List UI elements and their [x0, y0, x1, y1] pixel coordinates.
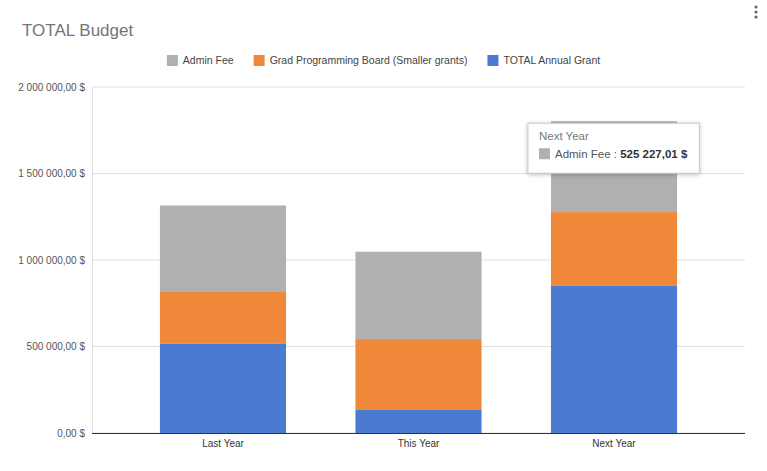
y-tick-label: 500 000,00 $	[27, 341, 86, 352]
bar	[160, 344, 286, 433]
y-axis: 0,00 $ 500 000,00 $ 1 000 000,00 $ 1 500 00…	[18, 82, 92, 439]
legend: Admin Fee Grad Programming Board (Smaller…	[167, 54, 600, 66]
menu-dot	[754, 15, 757, 18]
grid	[92, 87, 745, 433]
tooltip-title: Next Year	[539, 130, 589, 142]
y-tick-label: 1 000 000,00 $	[18, 255, 85, 266]
tooltip: Next Year Admin Fee : 525 227,01 $	[528, 123, 699, 173]
bar	[551, 212, 677, 286]
legend-label: Grad Programming Board (Smaller grants)	[270, 54, 468, 66]
tooltip-box	[528, 123, 699, 173]
x-tick: Last Year	[202, 433, 244, 449]
tooltip-value: Admin Fee : 525 227,01 $	[555, 148, 688, 160]
y-tick: 1 500 000,00 $	[18, 168, 92, 179]
y-tick: 0,00 $	[57, 428, 92, 439]
tooltip-swatch	[539, 148, 550, 159]
y-tick: 2 000 000,00 $	[18, 82, 92, 93]
grid-line	[92, 87, 745, 88]
x-tick: This Year	[398, 433, 440, 449]
legend-item: Grad Programming Board (Smaller grants)	[254, 54, 468, 66]
legend-swatch	[167, 55, 178, 66]
legend-item: Admin Fee	[167, 54, 234, 66]
y-tick-label: 2 000 000,00 $	[18, 82, 85, 93]
bar	[160, 292, 286, 344]
x-axis: Last Year This Year Next Year	[92, 433, 745, 449]
legend-item: TOTAL Annual Grant	[487, 54, 600, 66]
x-tick: Next Year	[592, 433, 636, 449]
legend-label: TOTAL Annual Grant	[503, 54, 600, 66]
y-tick-label: 1 500 000,00 $	[18, 168, 85, 179]
bar	[355, 339, 481, 410]
bar	[355, 410, 481, 433]
x-tick-label: Last Year	[202, 438, 244, 449]
y-tick: 500 000,00 $	[27, 341, 92, 352]
y-tick: 1 000 000,00 $	[18, 255, 92, 266]
legend-swatch	[487, 55, 498, 66]
x-axis-line	[92, 433, 745, 434]
legend-swatch	[254, 55, 265, 66]
bar	[355, 252, 481, 339]
y-tick-label: 0,00 $	[57, 428, 85, 439]
x-tick-label: This Year	[398, 438, 440, 449]
menu-dot	[754, 5, 757, 8]
bar	[160, 206, 286, 293]
menu-dot	[754, 10, 757, 13]
x-tick-label: Next Year	[592, 438, 636, 449]
title: TOTAL Budget	[22, 21, 133, 40]
chart: TOTAL Budget 0,00 $ 500 000,00 $ 1 000 000,…	[0, 0, 767, 471]
y-axis-line	[92, 88, 93, 434]
bar	[551, 286, 677, 433]
legend-label: Admin Fee	[183, 54, 234, 66]
